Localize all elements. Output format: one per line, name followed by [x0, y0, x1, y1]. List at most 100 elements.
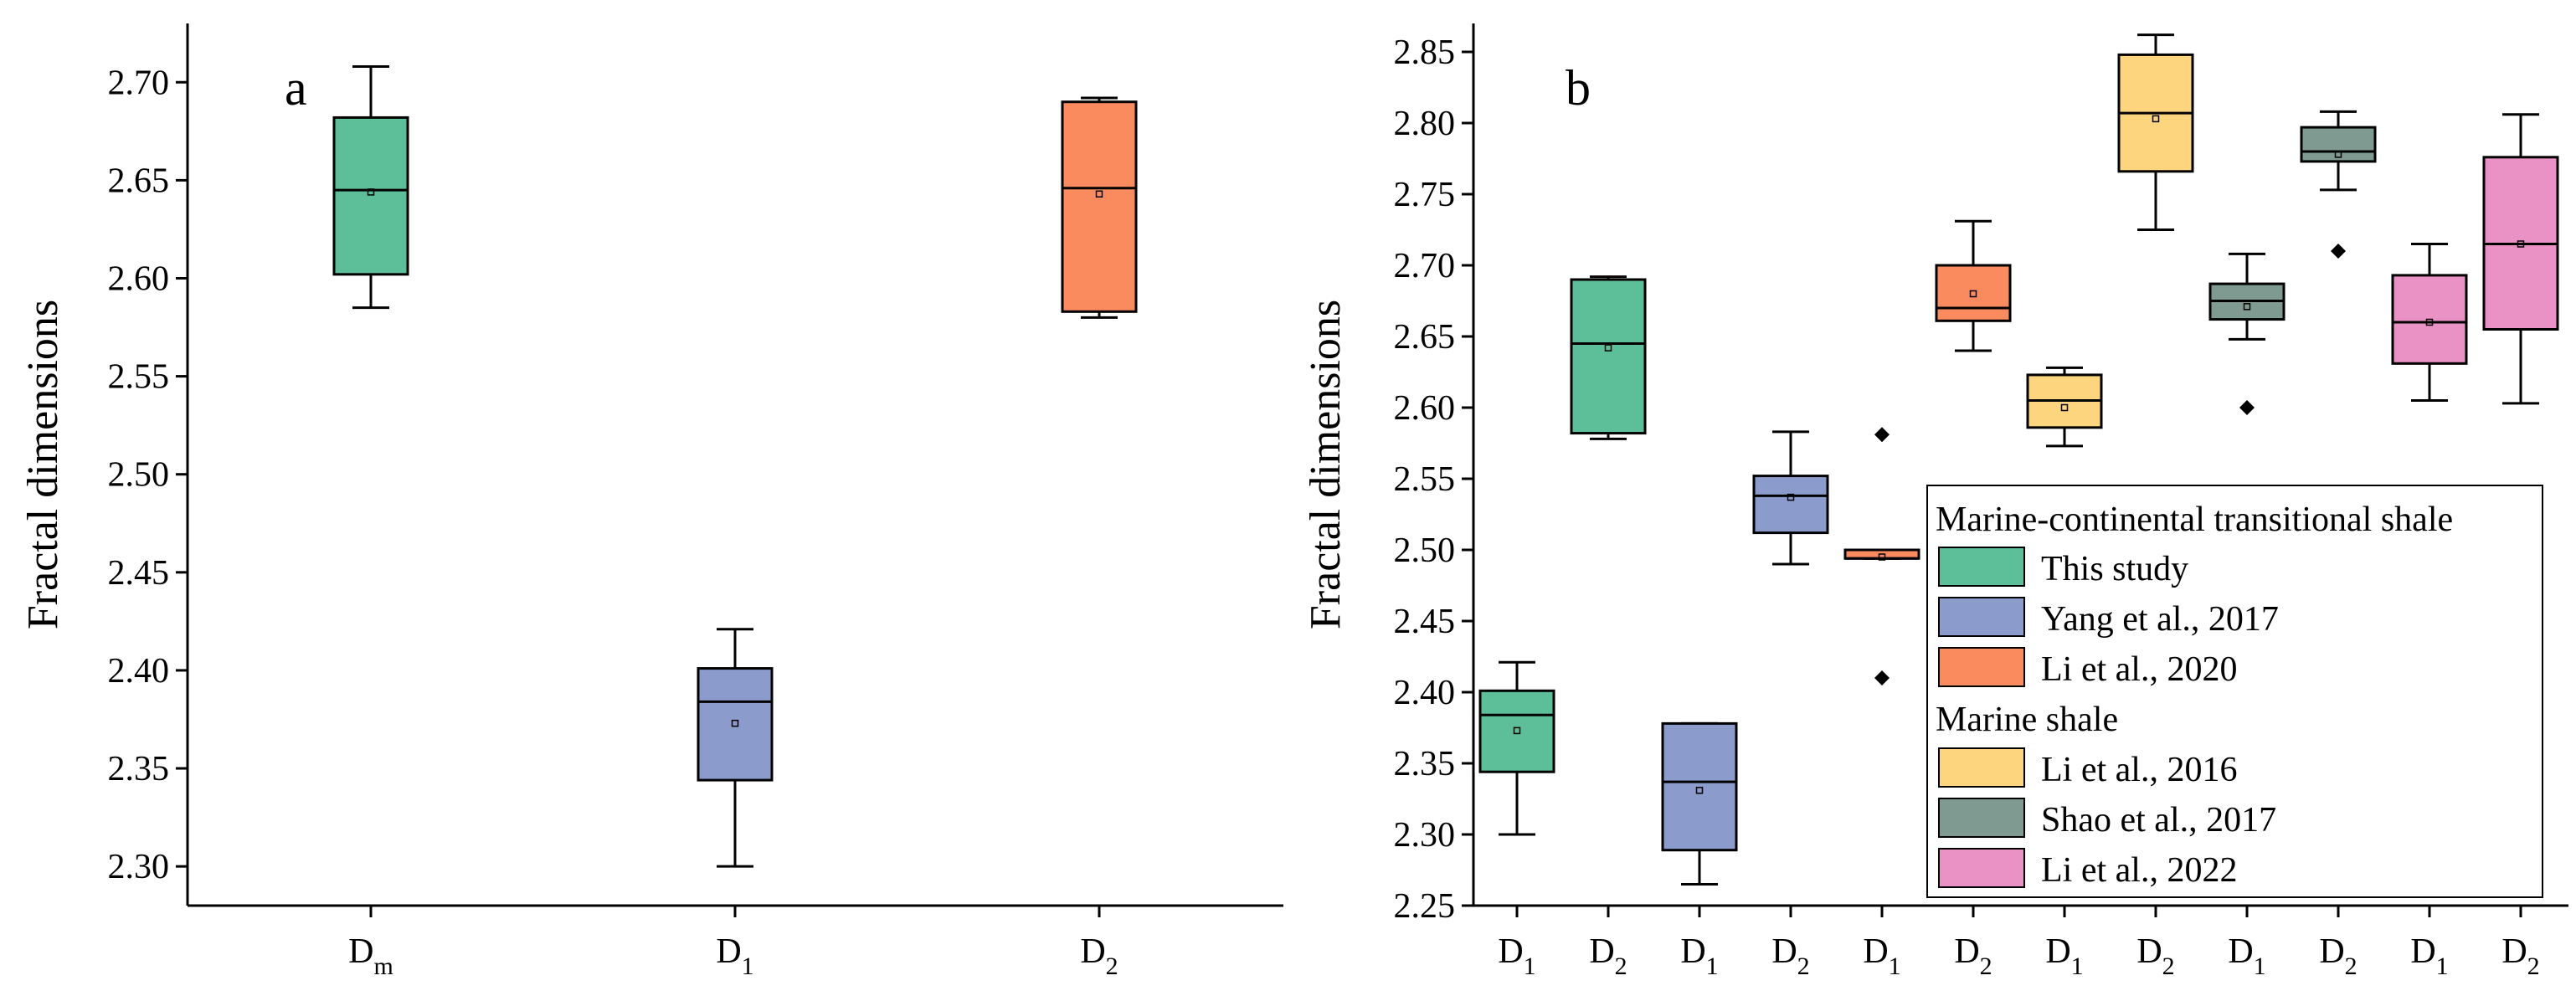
b-y-tick-label: 2.75 — [1394, 176, 1456, 214]
box-iqr — [1570, 278, 1647, 435]
mean-marker — [367, 188, 375, 196]
a-x-tick-label-sub: m — [374, 952, 393, 980]
panel-b-x-axis-ticks: D1 D2 D1 D2 D1 D2 D1 D2 D1 D2 D1 D2 — [1498, 906, 2540, 980]
legend-label-shao-2017: Shao et al., 2017 — [2041, 801, 2276, 839]
legend-swatch-this-study — [1938, 547, 2025, 587]
legend-frame — [1926, 485, 2543, 898]
b-y-tick-label: 2.40 — [1394, 674, 1456, 712]
b-y-tick-label: 2.85 — [1394, 33, 1456, 72]
mean-marker — [1695, 787, 1704, 794]
b-box-10 — [2391, 243, 2468, 402]
b-box-9 — [2300, 110, 2377, 259]
outlier-marker — [1874, 670, 1890, 685]
panel-b: 2.25 2.30 2.35 2.40 2.45 2.50 2.55 2.60 2.65 2.70… — [1302, 23, 2568, 980]
b-box-0 — [1478, 660, 1555, 836]
b-x-tick-label-base: D — [1498, 932, 1523, 971]
mean-marker — [2517, 240, 2525, 248]
b-x-tick-label: D2 — [1954, 932, 1992, 980]
a-x-tick-label: D1 — [716, 932, 753, 980]
b-x-tick-label: D2 — [2501, 932, 2539, 980]
legend-label-this-study: This study — [2041, 550, 2188, 588]
box-iqr — [1061, 100, 1138, 313]
b-x-tick-label-sub: 2 — [2162, 952, 2175, 980]
b-x-tick-label-base: D — [2136, 932, 2162, 971]
mean-marker — [1604, 344, 1612, 352]
panel-b-letter: b — [1566, 60, 1591, 116]
b-box-1 — [1570, 275, 1647, 440]
b-y-tick-label: 2.60 — [1394, 389, 1456, 428]
outlier-marker — [2331, 244, 2346, 259]
legend-label-yang-2017: Yang et al., 2017 — [2041, 600, 2279, 639]
b-x-tick-label-sub: 2 — [2527, 952, 2540, 980]
legend-swatch-yang-2017 — [1938, 597, 2025, 637]
b-x-tick-label-sub: 2 — [2345, 952, 2357, 980]
a-y-tick-label: 2.35 — [108, 750, 170, 788]
b-x-tick-label-base: D — [2228, 932, 2253, 971]
a-x-tick-label-sub: 1 — [742, 952, 754, 980]
b-y-tick-label: 2.25 — [1394, 887, 1456, 926]
box-iqr — [1478, 689, 1555, 773]
b-y-tick-label: 2.70 — [1394, 247, 1456, 285]
b-x-tick-label-sub: 1 — [1524, 952, 1536, 980]
a-y-tick-label: 2.50 — [108, 456, 170, 495]
legend-swatch-li-2022 — [1938, 848, 2025, 888]
box-iqr — [332, 116, 409, 276]
a-y-tick-label: 2.45 — [108, 554, 170, 593]
b-x-tick-label: D1 — [1498, 932, 1535, 980]
mean-marker — [2243, 303, 2251, 311]
b-x-tick-label: D1 — [2228, 932, 2265, 980]
legend-label-li-2022: Li et al., 2022 — [2041, 851, 2237, 890]
b-x-tick-label-sub: 2 — [1797, 952, 1810, 980]
b-y-tick-label: 2.55 — [1394, 460, 1456, 499]
mean-marker — [1878, 553, 1886, 561]
box-iqr — [1935, 264, 2012, 322]
b-box-8 — [2208, 252, 2285, 415]
b-x-tick-label-sub: 1 — [2436, 952, 2449, 980]
b-x-tick-label-base: D — [1954, 932, 1979, 971]
b-x-tick-label: D2 — [2319, 932, 2357, 980]
mean-marker — [1969, 290, 1977, 298]
b-x-tick-label-base: D — [1589, 932, 1614, 971]
a-y-tick-label: 2.30 — [108, 848, 170, 886]
mean-marker — [2060, 403, 2069, 412]
b-y-tick-label: 2.80 — [1394, 105, 1456, 143]
b-box-3 — [1752, 430, 1829, 566]
b-x-tick-label: D2 — [1771, 932, 1809, 980]
legend-header-transitional: Marine-continental transitional shale — [1936, 501, 2453, 539]
b-x-tick-label: D1 — [1680, 932, 1718, 980]
mean-marker — [2334, 151, 2342, 158]
a-y-tick-label: 2.40 — [108, 652, 170, 691]
panel-a: 2.302.352.402.452.502.552.602.652.70 Dm D… — [19, 23, 1283, 980]
panel-a-y-axis-title: Fractal dimensions — [19, 300, 67, 629]
legend-header-marine: Marine shale — [1936, 701, 2118, 739]
b-x-tick-label-sub: 2 — [1615, 952, 1627, 980]
mean-marker — [2425, 318, 2434, 326]
a-box-1 — [697, 628, 774, 868]
a-x-tick-label-base: D — [716, 932, 741, 971]
b-x-tick-label-sub: 1 — [1889, 952, 1901, 980]
legend: Marine-continental transitional shale Th… — [1926, 485, 2543, 898]
panel-b-y-axis-title: Fractal dimensions — [1302, 300, 1350, 629]
panel-a-x-axis-ticks: Dm D1 D2 — [348, 906, 1118, 980]
panel-a-letter: a — [285, 60, 307, 116]
outlier-marker — [2239, 400, 2255, 415]
b-box-7 — [2117, 33, 2194, 231]
b-x-tick-label-base: D — [1680, 932, 1705, 971]
b-x-tick-label: D2 — [2136, 932, 2174, 980]
b-x-tick-label-base: D — [1863, 932, 1888, 971]
b-y-tick-label: 2.65 — [1394, 318, 1456, 357]
panel-a-y-axis-ticks: 2.30 2.35 2.40 2.45 2.50 2.55 2.60 2.65 2.70 — [108, 64, 188, 886]
box-iqr — [1752, 475, 1829, 535]
mean-marker — [1513, 726, 1521, 735]
b-box-4 — [1843, 427, 1920, 685]
a-y-tick-label: 2.70 — [108, 64, 170, 102]
b-x-tick-label-sub: 2 — [1980, 952, 1992, 980]
mean-marker — [1787, 493, 1795, 501]
b-x-tick-label: D1 — [1863, 932, 1900, 980]
b-x-tick-label: D1 — [2410, 932, 2448, 980]
legend-label-li-2016: Li et al., 2016 — [2041, 751, 2237, 789]
b-y-tick-label: 2.30 — [1394, 816, 1456, 855]
b-x-tick-label-base: D — [2319, 932, 2344, 971]
a-x-tick-label: D2 — [1080, 932, 1118, 980]
legend-swatch-li-2016 — [1938, 747, 2025, 788]
